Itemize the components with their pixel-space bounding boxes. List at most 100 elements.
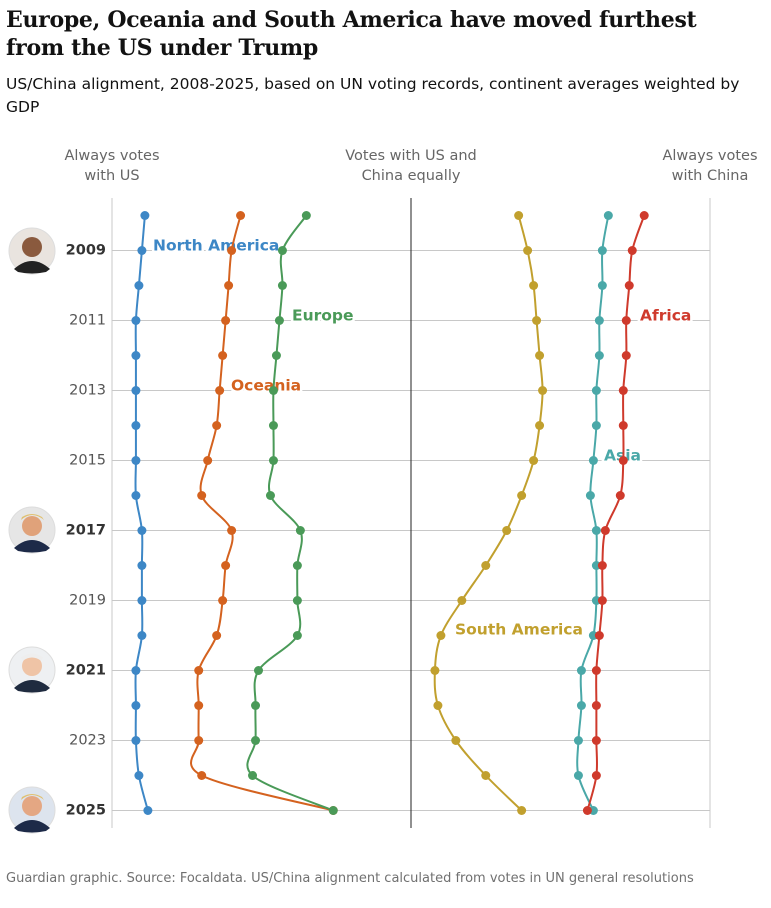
data-point	[535, 351, 545, 360]
data-point	[576, 701, 586, 710]
data-point	[621, 316, 631, 325]
data-point	[529, 456, 539, 465]
data-point	[131, 386, 141, 395]
data-point	[251, 736, 261, 745]
series	[573, 211, 613, 815]
data-point	[451, 736, 461, 745]
data-point	[600, 526, 610, 535]
y-tick-label: 2009	[66, 243, 106, 259]
data-point	[591, 666, 601, 675]
y-tick-label: 2019	[69, 593, 106, 609]
data-point	[268, 386, 278, 395]
data-point	[271, 351, 281, 360]
x-tick-label: Always votes with US	[64, 148, 160, 184]
data-point	[594, 316, 604, 325]
data-point	[131, 736, 141, 745]
series-line	[134, 215, 149, 811]
series-line	[246, 214, 334, 812]
series-line	[433, 215, 544, 812]
data-point	[221, 561, 231, 570]
data-point	[194, 666, 204, 675]
data-point	[502, 526, 512, 535]
y-tick-label: 2013	[69, 383, 106, 399]
series-label: North America	[153, 237, 279, 255]
data-point	[585, 491, 595, 500]
data-point	[221, 316, 231, 325]
data-point	[573, 736, 583, 745]
chart-title: Europe, Oceania and South America have m…	[6, 7, 697, 61]
data-point	[131, 351, 141, 360]
data-point	[143, 806, 153, 815]
data-point	[588, 456, 598, 465]
chart-subtitle: US/China alignment, 2008-2025, based on …	[6, 75, 740, 116]
data-point	[529, 281, 539, 290]
data-point	[591, 701, 601, 710]
data-point	[618, 421, 628, 430]
data-point	[328, 806, 338, 815]
data-point	[538, 386, 548, 395]
data-point	[591, 526, 601, 535]
series-line	[190, 215, 334, 812]
data-point	[224, 281, 234, 290]
data-point	[573, 771, 583, 780]
data-point	[137, 561, 147, 570]
data-point	[227, 246, 237, 255]
data-point	[218, 596, 228, 605]
data-point	[597, 596, 607, 605]
series	[246, 211, 338, 815]
portrait	[8, 227, 56, 275]
data-point	[137, 631, 147, 640]
data-point	[517, 806, 527, 815]
data-point	[618, 386, 628, 395]
data-point	[227, 526, 237, 535]
data-point	[624, 281, 634, 290]
data-point	[301, 211, 311, 220]
data-point	[131, 421, 141, 430]
data-point	[457, 596, 467, 605]
data-point	[212, 631, 222, 640]
data-point	[591, 736, 601, 745]
data-point	[295, 526, 305, 535]
data-point	[523, 246, 533, 255]
data-point	[236, 211, 246, 220]
data-point	[603, 211, 613, 220]
data-point	[137, 246, 147, 255]
data-point	[268, 421, 278, 430]
series-label: South America	[455, 621, 583, 639]
series-label: Oceania	[231, 377, 301, 395]
data-point	[137, 526, 147, 535]
data-point	[194, 736, 204, 745]
series-line	[586, 215, 646, 811]
data-point	[131, 316, 141, 325]
data-point	[137, 596, 147, 605]
data-point	[597, 561, 607, 570]
data-point	[194, 701, 204, 710]
data-point	[639, 211, 649, 220]
y-tick-label: 2021	[66, 663, 106, 679]
data-point	[621, 351, 631, 360]
data-point	[597, 246, 607, 255]
data-point	[535, 421, 545, 430]
portraits	[8, 227, 56, 834]
series	[190, 211, 338, 815]
data-point	[618, 456, 628, 465]
portrait	[8, 506, 56, 554]
data-point	[134, 771, 144, 780]
data-point	[594, 351, 604, 360]
series-line	[576, 215, 610, 811]
y-tick-label: 2017	[66, 523, 106, 539]
data-point	[131, 666, 141, 675]
series-label: Europe	[292, 307, 354, 325]
data-point	[292, 596, 302, 605]
data-point	[615, 491, 625, 500]
portrait	[8, 786, 56, 834]
source-note: Guardian graphic. Source: Focaldata. US/…	[6, 871, 694, 886]
data-point	[203, 456, 213, 465]
data-point	[591, 771, 601, 780]
data-point	[268, 456, 278, 465]
y-tick-label: 2025	[66, 803, 106, 819]
y-tick-label: 2011	[69, 313, 106, 329]
data-point	[251, 701, 261, 710]
y-tick-label: 2023	[69, 733, 106, 749]
